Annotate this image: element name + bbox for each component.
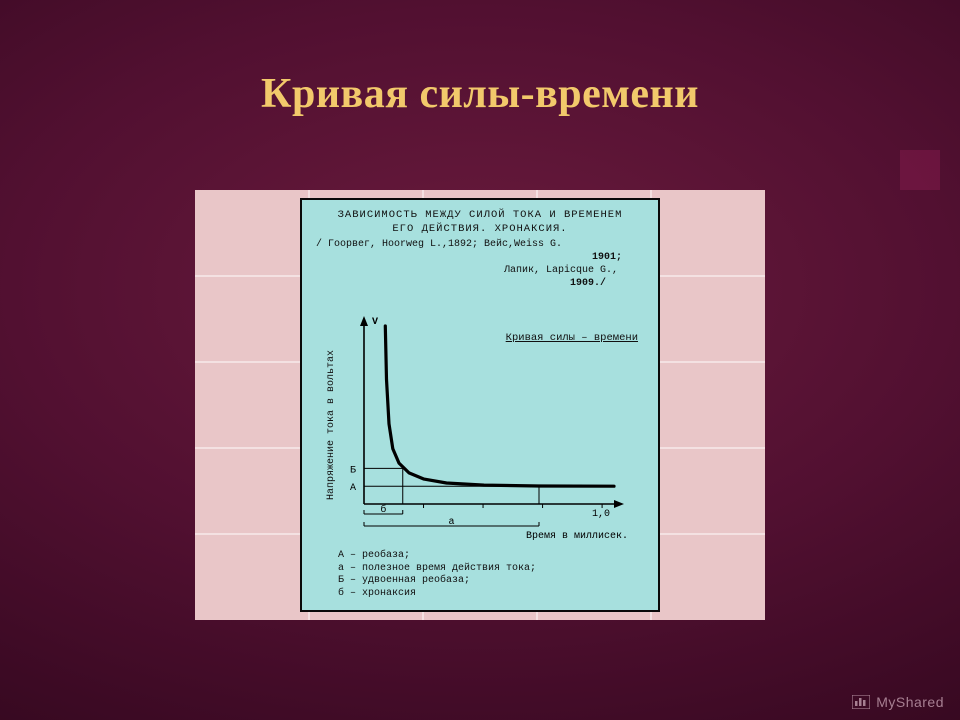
slide-title: Кривая силы-времени [0,0,960,118]
watermark-text: MyShared [876,694,944,710]
slide: Кривая силы-времени ЗАВИСИМОСТЬ МЕЖДУ СИ… [0,0,960,720]
scan-card: ЗАВИСИМОСТЬ МЕЖДУ СИЛОЙ ТОКА И ВРЕМЕНЕМ … [300,198,660,612]
svg-text:а: а [449,517,455,528]
svg-text:V: V [372,317,378,328]
figure-panel: ЗАВИСИМОСТЬ МЕЖДУ СИЛОЙ ТОКА И ВРЕМЕНЕМ … [195,190,765,620]
watermark: MyShared [852,694,944,710]
strength-duration-chart: V АБб а 1,0 Время в миллисек. [302,200,658,610]
watermark-icon [852,695,870,709]
svg-text:1,0: 1,0 [592,509,610,520]
svg-text:б: б [380,503,386,516]
svg-text:Б: Б [350,465,356,476]
figure-legend: А – реобаза; а – полезное время действия… [338,550,536,600]
svg-text:Время в миллисек.: Время в миллисек. [526,531,628,542]
decorative-square [900,150,940,190]
svg-text:А: А [350,483,356,494]
